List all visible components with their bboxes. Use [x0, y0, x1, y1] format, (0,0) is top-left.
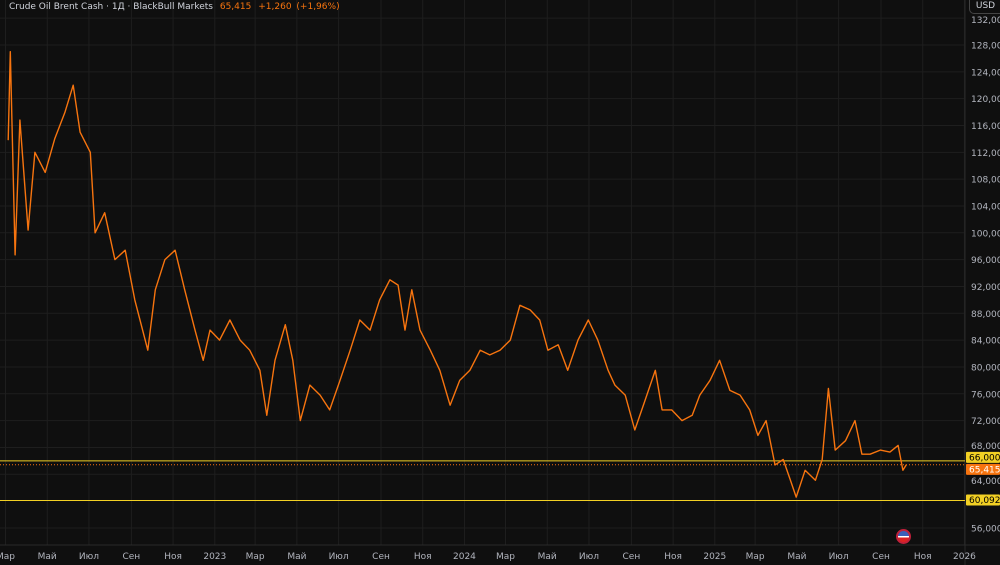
x-tick-label: Мар — [246, 552, 265, 562]
separator: · — [106, 2, 109, 12]
y-tick-label: 72,000 — [971, 417, 1000, 427]
y-tick-label: 112,000 — [971, 149, 1000, 159]
price-change-pct: (+1,96%) — [296, 2, 340, 12]
y-tick-label: 84,000 — [971, 337, 1000, 347]
x-tick-label: 2025 — [703, 552, 726, 562]
x-tick-label: Ноя — [164, 552, 182, 562]
level-label-60092: 60,092 — [969, 496, 1000, 506]
y-tick-label: 132,000 — [971, 16, 1000, 26]
x-tick-label: Май — [38, 552, 57, 562]
x-tick-label: Сен — [872, 552, 890, 562]
x-tick-label: Ноя — [914, 552, 932, 562]
y-tick-label: 64,000 — [971, 477, 1000, 487]
y-tick-label: 68,000 — [971, 442, 1000, 452]
y-tick-label: 76,000 — [971, 390, 1000, 400]
x-tick-label: Мар — [496, 552, 515, 562]
currency-button[interactable]: USD — [969, 0, 1000, 14]
x-tick-label: Май — [787, 552, 806, 562]
chart-legend: Crude Oil Brent Cash · 1Д · BlackBull Ma… — [9, 2, 340, 12]
price-series-line — [7, 51, 907, 498]
x-tick-label: Июл — [579, 552, 599, 562]
x-tick-label: Июл — [329, 552, 349, 562]
level-label-66000-bg — [966, 451, 1000, 463]
x-tick-label: 2026 — [953, 552, 976, 562]
last-price: 65,415 — [219, 2, 252, 12]
y-tick-label: 96,000 — [971, 256, 1000, 266]
x-tick-label: Июл — [829, 552, 849, 562]
level-label-66000: 66,000 — [969, 453, 1000, 463]
y-tick-label: 128,000 — [971, 42, 1000, 52]
y-tick-label: 124,000 — [971, 68, 1000, 78]
y-tick-label: 116,000 — [971, 122, 1000, 132]
x-tick-label: Май — [538, 552, 557, 562]
y-tick-label: 100,000 — [971, 229, 1000, 239]
x-tick-label: Сен — [623, 552, 641, 562]
x-tick-label: Ноя — [664, 552, 682, 562]
price-change: +1,260 — [258, 2, 292, 12]
y-tick-label: 88,000 — [971, 310, 1000, 320]
x-tick-label: Сен — [372, 552, 390, 562]
separator: · — [127, 2, 131, 12]
symbol-name: Crude Oil Brent Cash — [9, 2, 104, 12]
y-tick-label: 104,000 — [971, 202, 1000, 212]
x-tick-label: Мар — [746, 552, 765, 562]
y-tick-label: 120,000 — [971, 95, 1000, 105]
y-tick-label: 56,000 — [971, 524, 1000, 534]
y-tick-label: 80,000 — [971, 363, 1000, 373]
x-tick-label: Мар — [0, 552, 15, 562]
data-source: BlackBull Markets — [133, 2, 213, 12]
x-tick-label: Июл — [79, 552, 99, 562]
last-price-label: 65,415 — [969, 465, 1000, 475]
y-tick-label: 108,000 — [971, 176, 1000, 186]
x-tick-label: 2023 — [203, 552, 226, 562]
level-label-60092-bg — [966, 494, 1000, 506]
y-tick-label: 92,000 — [971, 283, 1000, 293]
x-tick-label: Май — [287, 552, 306, 562]
interval[interactable]: 1Д — [111, 2, 125, 12]
last-price-label-bg — [966, 463, 1000, 475]
us-flag-event-icon[interactable] — [896, 529, 911, 544]
x-tick-label: Сен — [122, 552, 140, 562]
x-tick-label: Ноя — [414, 552, 432, 562]
x-tick-label: 2024 — [453, 552, 476, 562]
